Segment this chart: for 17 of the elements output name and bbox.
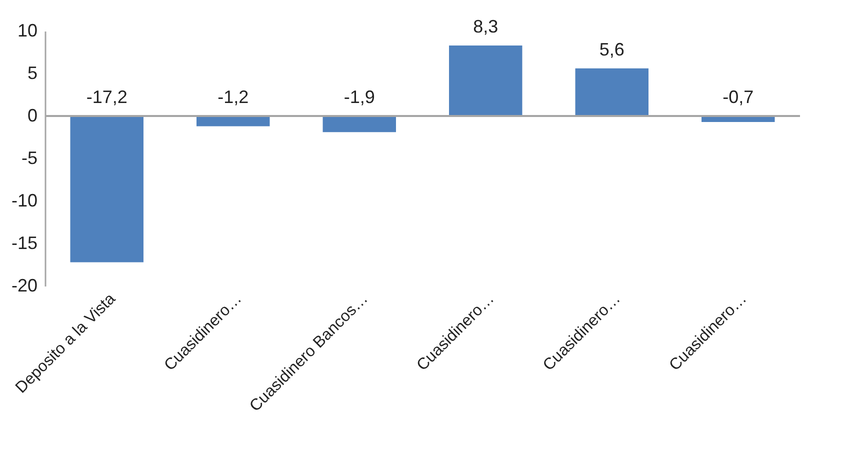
data-label: 8,3 — [473, 16, 498, 36]
y-tick-label: 0 — [27, 106, 38, 126]
data-label: -0,7 — [722, 87, 754, 107]
bar — [322, 116, 396, 132]
y-tick-label: -5 — [21, 148, 38, 168]
bar — [575, 68, 648, 116]
bar — [449, 45, 522, 116]
y-tick-label: 10 — [17, 20, 38, 40]
data-label: -1,9 — [344, 87, 375, 107]
bar — [70, 116, 144, 262]
y-tick-label: -15 — [11, 233, 38, 253]
data-label: 5,6 — [599, 39, 624, 60]
y-tick-label: -10 — [11, 190, 38, 210]
y-tick-label: 5 — [27, 63, 38, 83]
data-label: -1,2 — [218, 87, 249, 107]
data-label: -17,2 — [86, 87, 128, 107]
y-tick-label: -20 — [11, 276, 38, 296]
